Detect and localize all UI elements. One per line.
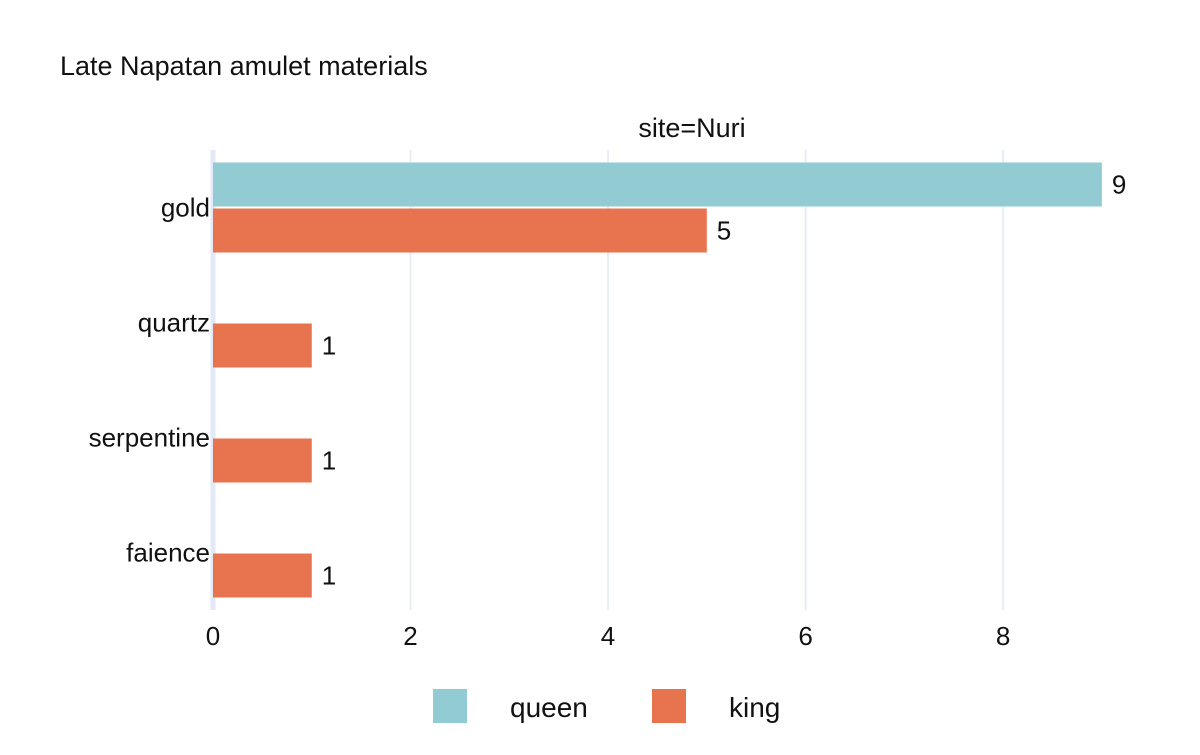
legend-swatch-queen [433, 689, 467, 723]
bar-king-quartz [213, 323, 312, 368]
data-label-king-gold: 5 [717, 216, 731, 246]
data-label-queen-gold: 9 [1112, 170, 1126, 200]
bar-king-gold [213, 208, 707, 253]
x-tick-label: 8 [996, 621, 1010, 651]
y-category-label: serpentine [89, 423, 210, 453]
y-category-label: quartz [138, 308, 210, 338]
data-label-king-faience: 1 [322, 561, 336, 591]
chart-title: Late Napatan amulet materials [60, 51, 428, 81]
data-label-king-quartz: 1 [322, 331, 336, 361]
facet-label: site=Nuri [638, 113, 745, 143]
legend-label-king: king [729, 692, 780, 723]
y-category-label: faience [126, 538, 210, 568]
x-tick-label: 0 [206, 621, 220, 651]
legend-swatch-king [652, 689, 686, 723]
data-label-king-serpentine: 1 [322, 446, 336, 476]
x-tick-label: 4 [601, 621, 615, 651]
legend: queen king [433, 689, 780, 723]
value-labels: 9 5 1 1 1 [322, 170, 1127, 591]
bar-king-faience [213, 553, 312, 598]
bar-king-serpentine [213, 438, 312, 483]
legend-label-queen: queen [510, 692, 588, 723]
y-category-label: gold [161, 193, 210, 223]
bar-queen-gold [213, 162, 1102, 207]
bars [213, 162, 1102, 598]
x-tick-label: 2 [403, 621, 417, 651]
axes: 0 2 4 6 8 gold quartz serpentine faience [89, 193, 1011, 652]
x-tick-label: 6 [798, 621, 812, 651]
